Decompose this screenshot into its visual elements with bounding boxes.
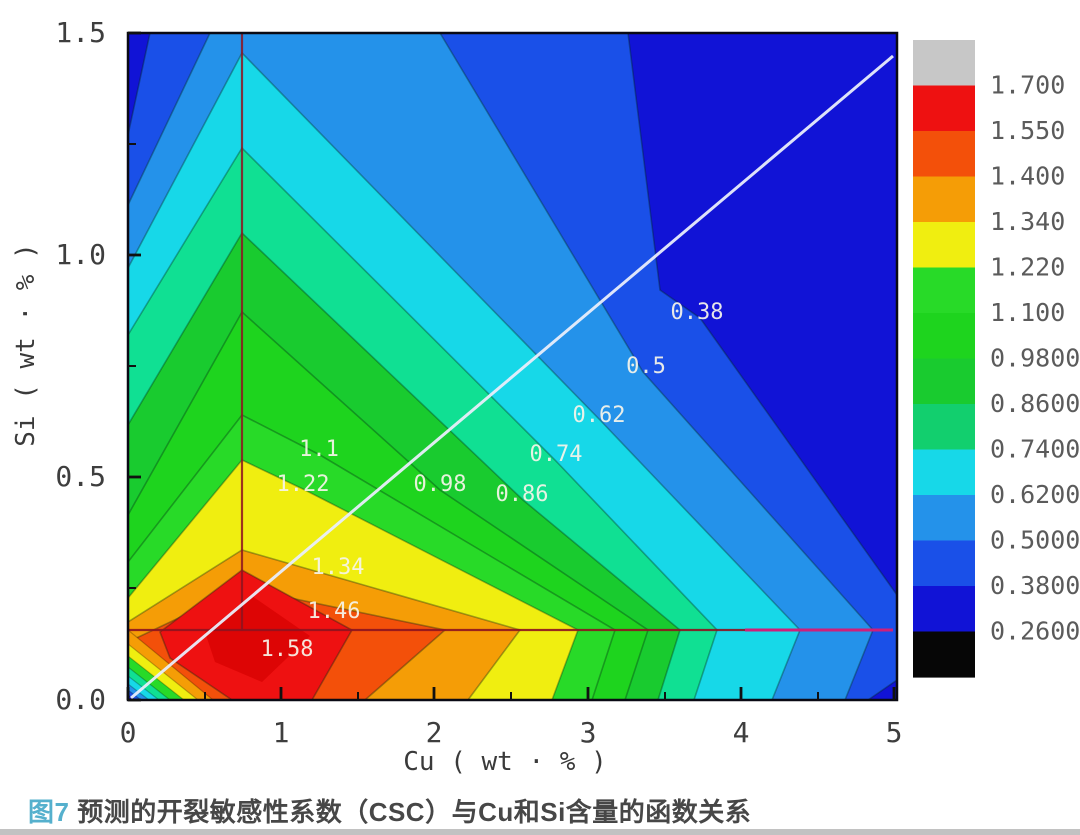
diagonal-line — [130, 54, 894, 700]
colorbar-block — [913, 85, 975, 132]
colorbar-label: 0.9800 — [990, 344, 1080, 373]
figure-caption: 图7 预测的开裂敏感性系数（CSC）与Cu和Si含量的函数关系 — [28, 792, 751, 829]
colorbar-label: 1.700 — [990, 71, 1065, 100]
contour-label-0.38: 0.38 — [671, 300, 724, 325]
contour-label-0.62: 0.62 — [573, 403, 626, 428]
y-tick-label: 1.0 — [55, 238, 106, 271]
colorbar-label: 0.5000 — [990, 526, 1080, 555]
x-tick-label: 0 — [120, 716, 137, 749]
colorbar-block — [913, 267, 975, 314]
contour-label-1.46: 1.46 — [308, 599, 361, 624]
colorbar-block — [913, 176, 975, 223]
y-tick-label: 0.0 — [55, 683, 106, 716]
page-bottom-divider — [0, 829, 1080, 835]
colorbar-block — [913, 313, 975, 360]
contour-label-1.34: 1.34 — [312, 555, 365, 580]
colorbar-label: 0.3800 — [990, 571, 1080, 600]
contour-label-1.22: 1.22 — [277, 472, 330, 497]
colorbar-block — [913, 222, 975, 269]
contour-label-1.1: 1.1 — [299, 437, 339, 462]
x-tick-label: 3 — [580, 716, 597, 749]
colorbar-block — [913, 449, 975, 496]
colorbar-label: 1.400 — [990, 162, 1065, 191]
x-tick-label: 1 — [273, 716, 290, 749]
contour-label-0.74: 0.74 — [530, 442, 583, 467]
x-axis-title: Cu ( wt · % ) — [403, 747, 607, 777]
contour-figure: 0.38 0.5 0.62 0.74 0.86 0.98 1.1 1.22 1.34 1.46 1.… — [11, 16, 1080, 777]
colorbar-block — [913, 131, 975, 178]
x-tick-label: 5 — [886, 716, 903, 749]
colorbar-block — [913, 586, 975, 633]
colorbar-block — [913, 495, 975, 542]
colorbar-label: 0.6200 — [990, 480, 1080, 509]
colorbar-label: 1.220 — [990, 253, 1065, 282]
colorbar: 1.700 1.550 1.400 1.340 1.220 1.100 0.9800 0.86… — [913, 40, 1080, 678]
colorbar-block — [913, 540, 975, 587]
colorbar-label: 0.7400 — [990, 435, 1080, 464]
contour-plot: 0.380.50.620.740.860.981.11.221.341.461.… — [11, 16, 1080, 777]
contour-label-0.98: 0.98 — [414, 472, 467, 497]
colorbar-label: 0.2600 — [990, 617, 1080, 646]
figure-caption-text: 预测的开裂敏感性系数（CSC）与Cu和Si含量的函数关系 — [69, 797, 752, 827]
colorbar-block — [913, 631, 975, 678]
x-tick-label: 4 — [733, 716, 750, 749]
x-tick-label: 2 — [426, 716, 443, 749]
y-tick-label: 0.5 — [55, 460, 106, 493]
figure-number: 图7 — [28, 797, 70, 827]
colorbar-label: 1.550 — [990, 116, 1065, 145]
contour-label-1.58: 1.58 — [261, 637, 314, 662]
contour-label-0.5: 0.5 — [626, 354, 666, 379]
y-axis-title: Si ( wt · % ) — [11, 243, 41, 447]
y-tick-label: 1.5 — [55, 16, 106, 49]
contour-bands: 0.38 0.50.62 0.74 0.86 0.98 1.1 1.22 1.34 1.46 1.… — [128, 33, 897, 700]
axis-ticks — [126, 31, 896, 702]
colorbar-block — [913, 404, 975, 451]
colorbar-block — [913, 40, 975, 87]
colorbar-label: 1.340 — [990, 207, 1065, 236]
colorbar-label: 0.8600 — [990, 389, 1080, 418]
colorbar-block — [913, 358, 975, 405]
colorbar-label: 1.100 — [990, 298, 1065, 327]
contour-peak-core — [205, 596, 310, 682]
contour-label-0.86: 0.86 — [496, 482, 549, 507]
